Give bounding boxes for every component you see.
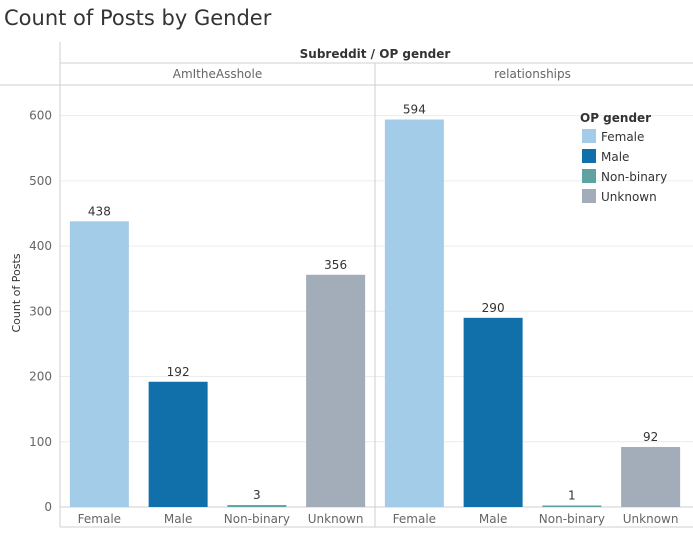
y-tick-label: 100 (29, 435, 52, 449)
panel-header-label: AmItheAsshole (173, 67, 263, 81)
data-label: 438 (88, 204, 111, 218)
legend-swatch (582, 129, 596, 143)
y-tick-label: 300 (29, 304, 52, 318)
panel-headers: AmItheAsshole relationships (173, 67, 571, 81)
bar (463, 317, 523, 507)
data-label: 92 (643, 430, 658, 444)
x-tick-label: Non-binary (539, 512, 605, 526)
y-tick-label: 0 (44, 500, 52, 514)
y-tick-label: 500 (29, 174, 52, 188)
legend-item-label: Female (601, 130, 644, 144)
legend-item-label: Unknown (601, 190, 657, 204)
data-label: 192 (167, 365, 190, 379)
legend-item-label: Male (601, 150, 629, 164)
data-label: 594 (403, 103, 426, 117)
x-tick-label: Female (78, 512, 121, 526)
bar (69, 221, 129, 507)
legend-swatch (582, 189, 596, 203)
bar (384, 119, 444, 507)
x-tick-label: Unknown (623, 512, 679, 526)
legend-title: OP gender (580, 111, 651, 125)
x-tick-label: Non-binary (224, 512, 290, 526)
bar (306, 274, 366, 507)
x-axis: Female Male Non-binary Unknown Female Male Non… (78, 512, 679, 526)
legend-swatch (582, 149, 596, 163)
data-label: 290 (482, 301, 505, 315)
legend-item-label: Non-binary (601, 170, 667, 184)
y-tick-label: 400 (29, 239, 52, 253)
bars (69, 119, 681, 507)
bar (621, 446, 681, 507)
x-tick-label: Male (479, 512, 507, 526)
bar (227, 505, 287, 507)
bar (542, 505, 602, 507)
y-tick-label: 600 (29, 109, 52, 123)
legend-swatch (582, 169, 596, 183)
y-axis-title: Count of Posts (10, 253, 23, 332)
x-tick-label: Female (393, 512, 436, 526)
x-tick-label: Unknown (308, 512, 364, 526)
y-axis: 0 100 200 300 400 500 600 (29, 109, 52, 514)
bar (148, 381, 208, 507)
data-label: 3 (253, 488, 261, 502)
legend[interactable]: OP gender Female Male Non-binary Unknown (580, 111, 667, 204)
column-header: Subreddit / OP gender (300, 47, 451, 61)
x-tick-label: Male (164, 512, 192, 526)
data-label: 356 (324, 258, 347, 272)
data-label: 1 (568, 489, 576, 503)
chart-title: Count of Posts by Gender (4, 6, 272, 30)
panel-header-label: relationships (494, 67, 571, 81)
y-tick-label: 200 (29, 370, 52, 384)
